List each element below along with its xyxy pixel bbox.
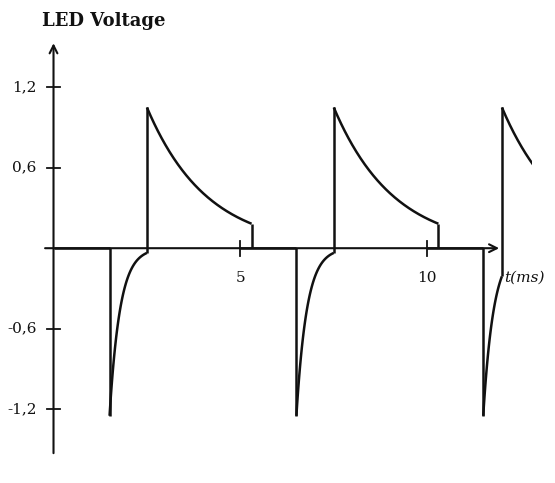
Text: t(ms): t(ms): [504, 271, 544, 285]
Text: 0,6: 0,6: [12, 161, 37, 175]
Text: -0,6: -0,6: [7, 322, 37, 336]
Text: 5: 5: [235, 271, 245, 285]
Text: 10: 10: [417, 271, 437, 285]
Text: -1,2: -1,2: [7, 402, 37, 416]
Text: 1,2: 1,2: [12, 80, 37, 94]
Text: LED Voltage: LED Voltage: [42, 12, 166, 30]
